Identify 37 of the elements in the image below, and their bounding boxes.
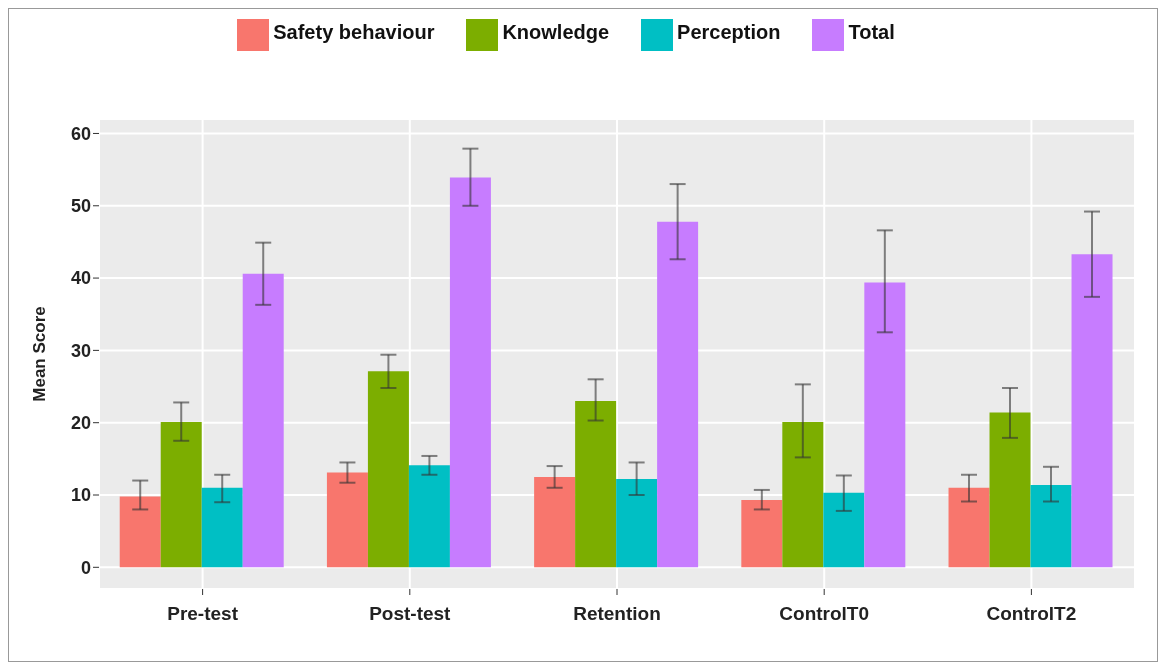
x-tick-label: ControlT0 bbox=[779, 603, 870, 625]
y-tick-label: 0 bbox=[80, 557, 91, 578]
bar bbox=[534, 476, 576, 568]
y-tick-label: 40 bbox=[70, 268, 91, 289]
legend-label: Perception bbox=[677, 21, 781, 44]
x-tick-label: Retention bbox=[573, 603, 661, 625]
bar bbox=[449, 177, 491, 568]
y-axis-title: Mean Score bbox=[30, 306, 50, 402]
bar bbox=[657, 221, 699, 568]
bar bbox=[864, 282, 906, 568]
legend-label: Total bbox=[848, 21, 895, 44]
bar bbox=[160, 421, 202, 568]
y-tick-label: 20 bbox=[70, 413, 91, 434]
x-tick-label: Pre-test bbox=[167, 603, 239, 625]
bar bbox=[326, 472, 368, 568]
bar bbox=[575, 401, 617, 568]
bar bbox=[1030, 484, 1072, 568]
x-tick-label: Post-test bbox=[369, 603, 452, 625]
bar bbox=[782, 421, 824, 568]
bar bbox=[242, 273, 284, 568]
y-tick-label: 60 bbox=[70, 123, 91, 144]
bar bbox=[119, 496, 161, 568]
bar bbox=[616, 479, 658, 568]
bar bbox=[367, 371, 409, 568]
bar bbox=[948, 487, 990, 568]
x-tick-label: ControlT2 bbox=[986, 603, 1077, 625]
bar bbox=[1071, 254, 1113, 568]
bar bbox=[408, 465, 450, 568]
bar bbox=[823, 492, 865, 568]
legend-label: Safety behaviour bbox=[273, 21, 435, 44]
y-tick-label: 50 bbox=[70, 196, 91, 217]
legend-label: Knowledge bbox=[502, 21, 610, 44]
bar bbox=[741, 500, 783, 568]
y-tick-label: 10 bbox=[70, 485, 91, 506]
bar bbox=[201, 487, 243, 568]
bar bbox=[989, 412, 1031, 568]
y-tick-label: 30 bbox=[70, 340, 91, 361]
